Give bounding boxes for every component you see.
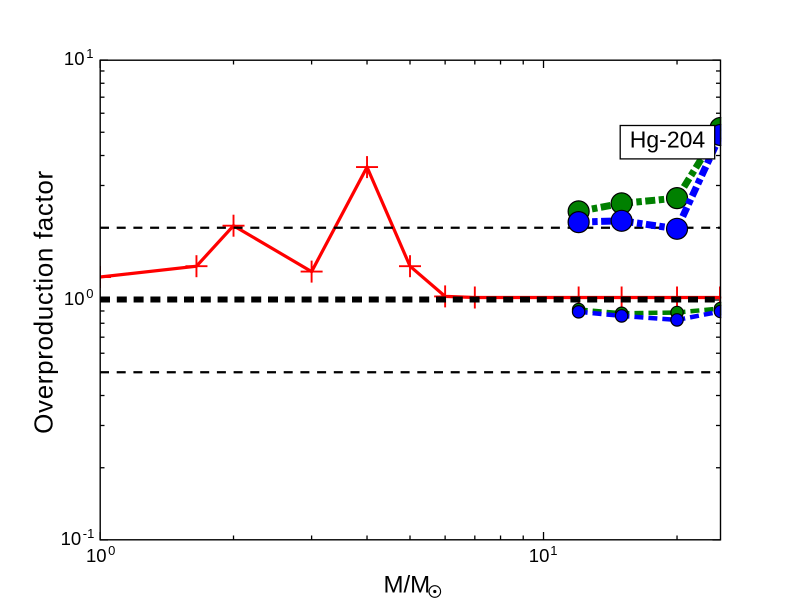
svg-text:-1: -1 — [83, 526, 95, 541]
svg-text:10: 10 — [64, 288, 85, 309]
svg-text:0: 0 — [86, 286, 93, 301]
svg-text:1: 1 — [550, 543, 557, 558]
svg-text:10: 10 — [64, 48, 85, 69]
svg-text:10: 10 — [529, 545, 550, 566]
svg-text:1: 1 — [86, 46, 93, 61]
svg-text:Hg-204: Hg-204 — [630, 127, 706, 153]
svg-text:0: 0 — [108, 543, 115, 558]
svg-text:M/M: M/M — [384, 571, 431, 598]
svg-text:10: 10 — [61, 528, 82, 549]
svg-text:Overproduction factor: Overproduction factor — [29, 170, 59, 434]
svg-text:10: 10 — [86, 545, 107, 566]
